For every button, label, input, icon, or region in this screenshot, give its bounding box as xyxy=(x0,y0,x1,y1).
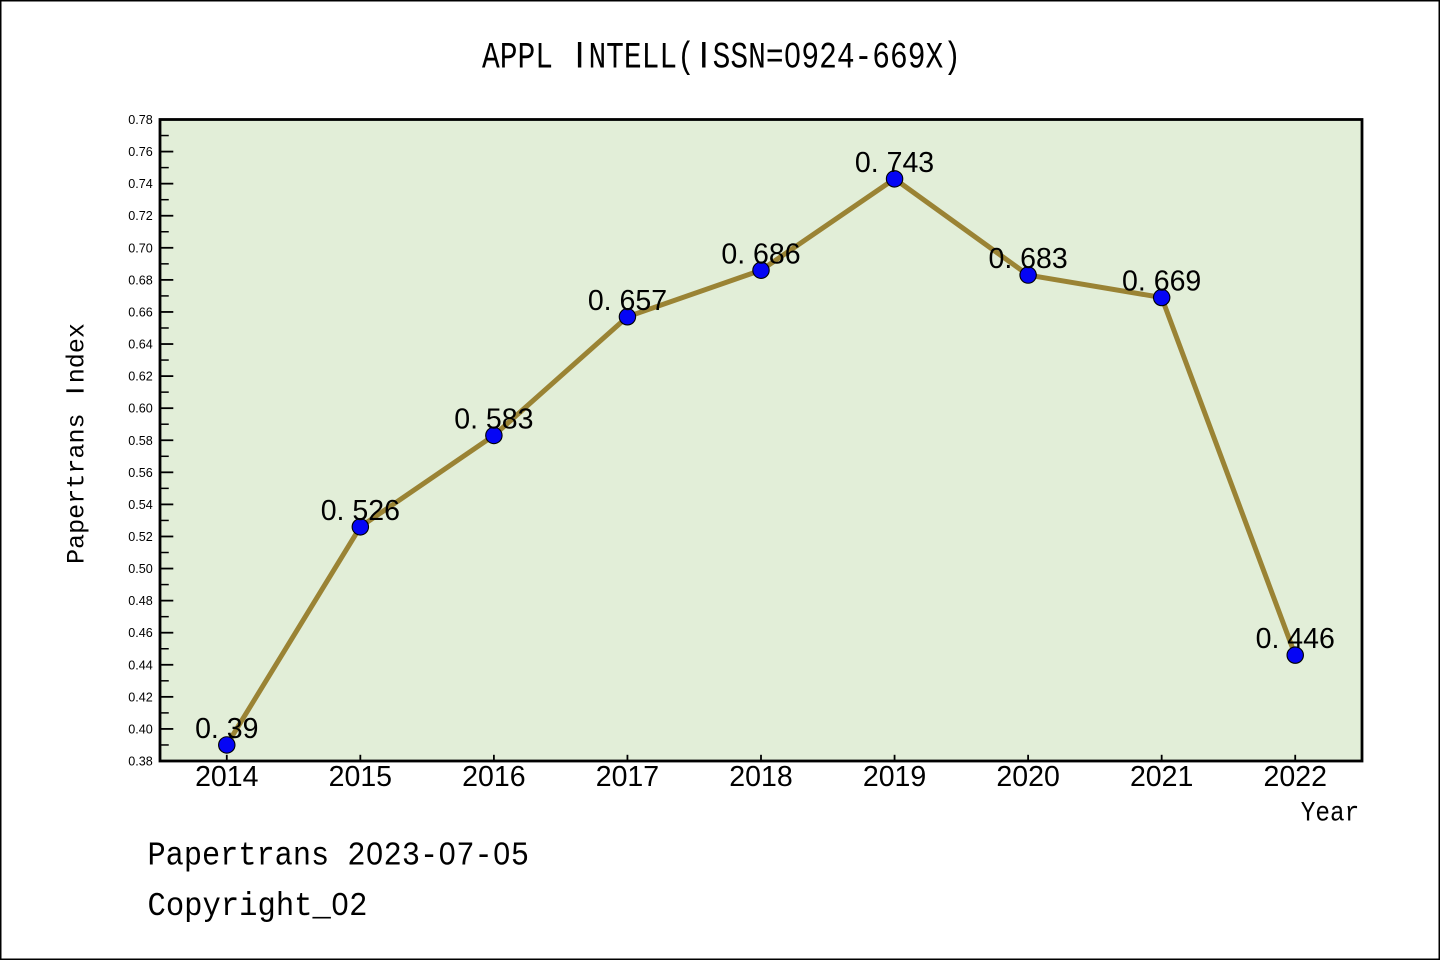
svg-text:0.58: 0.58 xyxy=(128,434,153,448)
svg-text:2017: 2017 xyxy=(596,761,659,793)
svg-text:0. 657: 0. 657 xyxy=(588,285,667,317)
svg-text:0.60: 0.60 xyxy=(128,402,153,416)
svg-text:0.72: 0.72 xyxy=(128,209,153,223)
svg-text:0.70: 0.70 xyxy=(128,241,153,255)
svg-text:0. 669: 0. 669 xyxy=(1122,266,1201,298)
svg-text:Papertrans 2023-07-05: Papertrans 2023-07-05 xyxy=(148,837,530,874)
svg-text:2018: 2018 xyxy=(729,761,792,793)
svg-text:0.42: 0.42 xyxy=(128,690,153,704)
svg-text:0. 743: 0. 743 xyxy=(855,147,934,179)
svg-text:0.76: 0.76 xyxy=(128,145,153,159)
svg-text:2014: 2014 xyxy=(195,761,259,793)
svg-text:Year: Year xyxy=(1301,799,1360,830)
svg-text:2016: 2016 xyxy=(462,761,525,793)
svg-text:0.40: 0.40 xyxy=(128,722,153,736)
svg-text:0.78: 0.78 xyxy=(128,113,153,127)
svg-text:0.50: 0.50 xyxy=(128,562,153,576)
svg-text:0.38: 0.38 xyxy=(128,755,153,769)
svg-text:2020: 2020 xyxy=(996,761,1059,793)
svg-text:0. 446: 0. 446 xyxy=(1256,623,1335,655)
svg-text:0. 526: 0. 526 xyxy=(321,495,400,527)
svg-text:0.48: 0.48 xyxy=(128,594,153,608)
svg-text:2015: 2015 xyxy=(329,761,392,793)
svg-text:0. 686: 0. 686 xyxy=(721,238,800,270)
svg-text:0.56: 0.56 xyxy=(128,466,153,480)
svg-text:0. 583: 0. 583 xyxy=(454,403,533,435)
svg-text:0.74: 0.74 xyxy=(128,177,153,191)
svg-text:2022: 2022 xyxy=(1264,761,1327,793)
svg-text:0.64: 0.64 xyxy=(128,338,153,352)
svg-text:0.52: 0.52 xyxy=(128,530,153,544)
svg-text:0.68: 0.68 xyxy=(128,273,153,287)
svg-text:0.66: 0.66 xyxy=(128,305,153,319)
svg-text:APPL INTELL(ISSN=0924-669X): APPL INTELL(ISSN=0924-669X) xyxy=(482,38,961,80)
svg-text:0. 39: 0. 39 xyxy=(195,713,258,745)
svg-text:0.46: 0.46 xyxy=(128,626,153,640)
svg-text:0.54: 0.54 xyxy=(128,498,153,512)
svg-text:2019: 2019 xyxy=(863,761,926,793)
svg-text:0. 683: 0. 683 xyxy=(988,243,1067,275)
svg-text:2021: 2021 xyxy=(1130,761,1193,793)
svg-text:Papertrans Index: Papertrans Index xyxy=(63,323,92,564)
svg-text:Copyright_02: Copyright_02 xyxy=(148,888,368,925)
svg-text:0.62: 0.62 xyxy=(128,370,153,384)
svg-text:0.44: 0.44 xyxy=(128,658,153,672)
